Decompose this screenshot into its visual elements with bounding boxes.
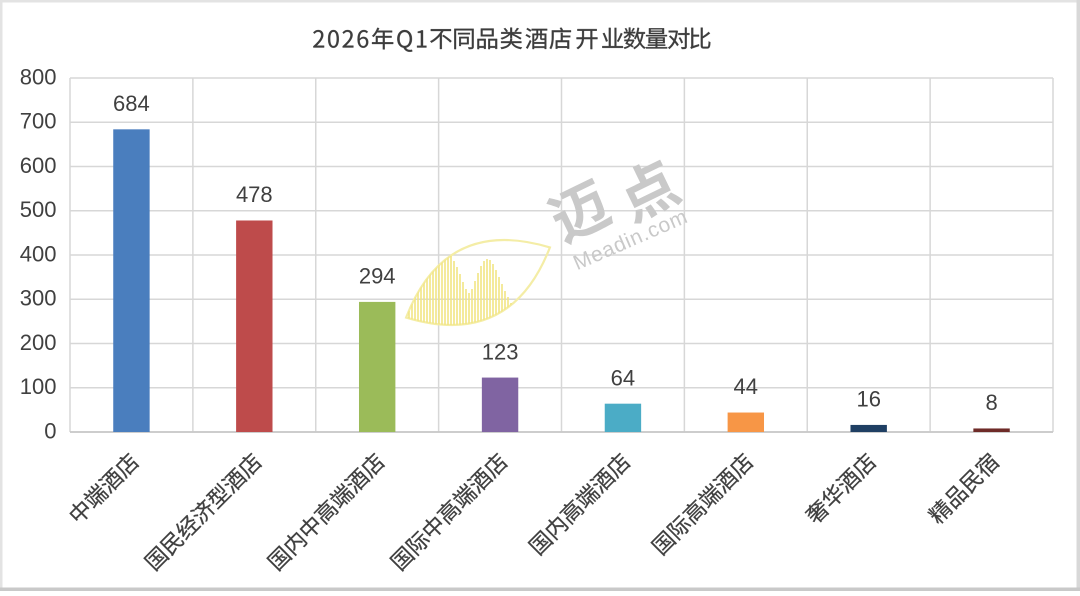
svg-text:700: 700 <box>20 109 57 134</box>
svg-text:0: 0 <box>44 418 56 443</box>
svg-text:800: 800 <box>20 64 57 89</box>
svg-text:64: 64 <box>611 365 635 390</box>
svg-text:684: 684 <box>113 91 150 116</box>
svg-text:8: 8 <box>985 390 997 415</box>
svg-text:294: 294 <box>359 264 396 289</box>
svg-text:500: 500 <box>20 197 57 222</box>
svg-text:478: 478 <box>236 182 273 207</box>
svg-text:400: 400 <box>20 241 57 266</box>
svg-text:16: 16 <box>856 387 880 412</box>
svg-text:600: 600 <box>20 153 57 178</box>
svg-text:300: 300 <box>20 286 57 311</box>
svg-text:200: 200 <box>20 330 57 355</box>
svg-text:123: 123 <box>482 339 519 364</box>
svg-text:100: 100 <box>20 374 57 399</box>
svg-text:44: 44 <box>734 374 758 399</box>
